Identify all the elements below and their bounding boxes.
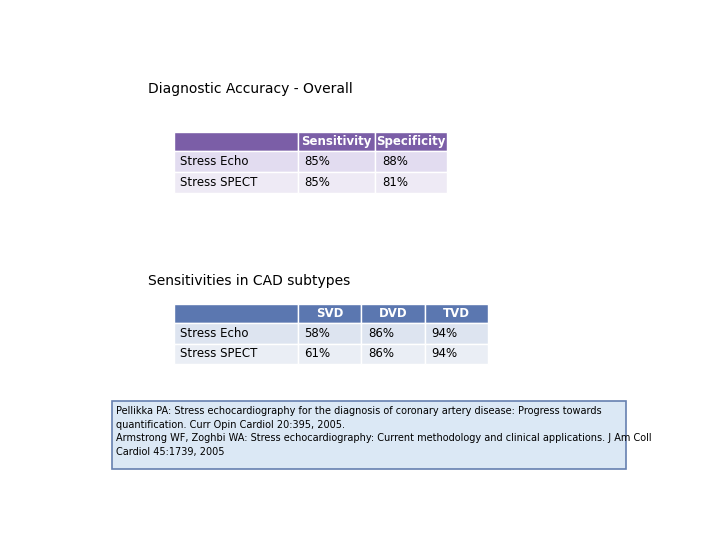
Text: 58%: 58% [305,327,330,340]
Text: Specificity: Specificity [376,135,446,148]
Text: Stress SPECT: Stress SPECT [181,347,258,360]
Bar [297,303,361,323]
Text: 86%: 86% [368,347,394,360]
Text: Stress Echo: Stress Echo [181,327,249,340]
Bar [297,151,375,172]
Bar [425,323,488,343]
Bar [297,323,361,343]
Text: 94%: 94% [431,347,458,360]
Text: Stress SPECT: Stress SPECT [181,176,258,188]
Text: 61%: 61% [305,347,330,360]
Text: TVD: TVD [443,307,470,320]
Bar [297,132,375,151]
Text: Sensitivities in CAD subtypes: Sensitivities in CAD subtypes [148,274,351,288]
Text: Stress Echo: Stress Echo [181,155,249,168]
Bar [361,323,425,343]
Bar [174,172,297,193]
Bar [375,132,446,151]
Bar [112,401,626,469]
Bar [425,303,488,323]
Text: Sensitivity: Sensitivity [301,135,372,148]
Text: 85%: 85% [305,176,330,188]
Text: Pellikka PA: Stress echocardiography for the diagnosis of coronary artery diseas: Pellikka PA: Stress echocardiography for… [117,406,652,457]
Bar [361,343,425,364]
Text: 86%: 86% [368,327,394,340]
Bar [297,172,375,193]
Bar [361,303,425,323]
Text: 81%: 81% [382,176,408,188]
Text: DVD: DVD [379,307,408,320]
Bar [174,303,297,323]
Text: Diagnostic Accuracy - Overall: Diagnostic Accuracy - Overall [148,82,353,96]
Bar [375,151,446,172]
Bar [174,132,297,151]
Text: 85%: 85% [305,155,330,168]
Bar [425,343,488,364]
Text: 94%: 94% [431,327,458,340]
Text: SVD: SVD [316,307,343,320]
Bar [174,323,297,343]
Bar [297,343,361,364]
Text: 88%: 88% [382,155,408,168]
Bar [174,151,297,172]
Bar [174,343,297,364]
Bar [375,172,446,193]
